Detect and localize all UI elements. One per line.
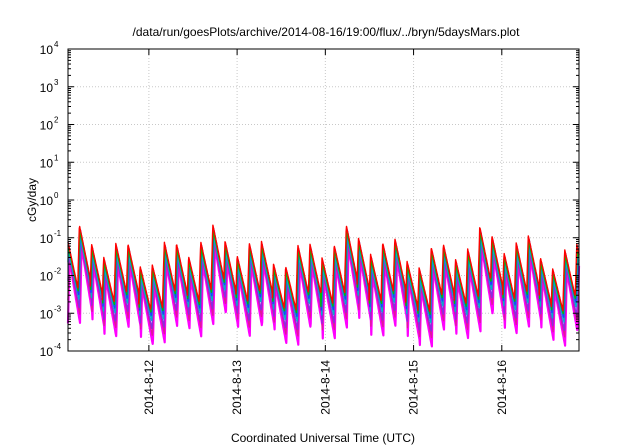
y-tick-label-exponent: 4 (54, 40, 59, 49)
plot-area (66, 224, 581, 348)
y-tick-label: 10 (40, 156, 54, 170)
y-tick-label-exponent: -3 (54, 304, 62, 313)
y-tick-label: 10 (40, 194, 54, 208)
x-tick-label: 2014-8-15 (407, 360, 421, 415)
y-tick-label-exponent: -2 (54, 267, 62, 276)
y-tick-label-exponent: 0 (54, 191, 59, 200)
x-tick-label: 2014-8-14 (318, 360, 332, 415)
y-tick-label: 10 (40, 307, 54, 321)
x-axis: 2014-8-12 2014-8-13 2014-8-14 2014-8-15 2014… (142, 49, 509, 415)
y-tick-label-exponent: -1 (54, 229, 62, 238)
y-tick-label-exponent: 3 (54, 78, 59, 87)
chart-title: /data/run/goesPlots/archive/2014-08-16/1… (133, 25, 521, 39)
y-tick-label: 10 (40, 232, 54, 246)
x-tick-label: 2014-8-16 (495, 360, 509, 415)
y-tick-label: 10 (40, 270, 54, 284)
y-tick-label: 10 (40, 345, 54, 359)
y-tick-label-exponent: 2 (54, 116, 59, 125)
y-axis-label: cGy/day (25, 178, 39, 222)
y-tick-label: 10 (40, 81, 54, 95)
y-tick-label: 10 (40, 119, 54, 133)
series-line-6 (67, 224, 580, 312)
x-axis-label: Coordinated Universal Time (UTC) (231, 431, 415, 445)
x-tick-label: 2014-8-12 (142, 360, 156, 415)
x-tick-label: 2014-8-13 (230, 360, 244, 415)
y-tick-label-exponent: 1 (54, 153, 59, 162)
y-tick-label: 10 (40, 43, 54, 57)
y-tick-label-exponent: -4 (54, 342, 62, 351)
